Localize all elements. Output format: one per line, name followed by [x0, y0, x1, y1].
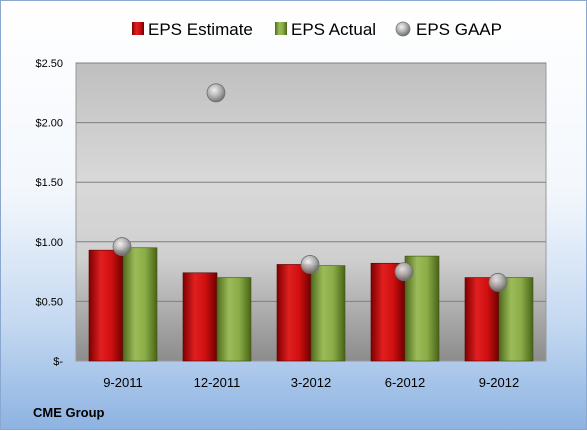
y-tick-label: $1.50: [35, 177, 63, 189]
marker-eps-gaap-6-2012: [394, 262, 414, 282]
x-tick-label: 6-2012: [385, 375, 425, 390]
bar-eps-estimate-9-2011: [88, 249, 124, 362]
y-axis: $- $0.50 $1.00 $1.50 $2.00 $2.50: [35, 58, 63, 368]
legend-swatch-eps-gaap: [395, 21, 411, 37]
x-tick-label: 9-2011: [103, 375, 143, 390]
bar-eps-actual-3-2012: [310, 265, 346, 362]
marker-eps-gaap-9-2012: [488, 272, 508, 292]
bar-eps-estimate-12-2011: [182, 272, 218, 362]
x-tick-label: 9-2012: [479, 375, 519, 390]
legend-swatch-eps-actual: [275, 22, 287, 35]
marker-eps-gaap-3-2012: [300, 255, 320, 274]
y-tick-label: $2.50: [35, 58, 63, 70]
y-tick-label: $0.50: [35, 296, 63, 308]
y-tick-label: $1.00: [35, 237, 63, 249]
legend-swatch-eps-estimate: [132, 22, 144, 35]
bar-eps-estimate-3-2012: [276, 264, 312, 362]
y-tick-label: $2.00: [35, 118, 63, 130]
footer-company-label: CME Group: [33, 405, 105, 420]
x-tick-label: 12-2011: [194, 375, 241, 390]
bar-eps-actual-9-2011: [122, 247, 158, 362]
y-tick-label: $-: [53, 356, 63, 368]
bar-eps-estimate-9-2012: [464, 277, 500, 362]
marker-eps-gaap-12-2011: [206, 83, 226, 103]
legend: EPS Estimate EPS Actual EPS GAAP: [132, 20, 502, 39]
legend-label-eps-actual: EPS Actual: [291, 20, 376, 39]
bar-eps-actual-9-2012: [498, 277, 534, 362]
bar-eps-actual-12-2011: [216, 277, 252, 362]
gaap-markers: [112, 83, 508, 292]
x-axis: 9-2011 12-2011 3-2012 6-2012 9-2012: [103, 375, 519, 390]
legend-label-eps-gaap: EPS GAAP: [416, 20, 502, 39]
marker-eps-gaap-9-2011: [112, 237, 132, 256]
bars: [88, 247, 534, 362]
x-tick-label: 3-2012: [291, 375, 331, 390]
legend-label-eps-estimate: EPS Estimate: [148, 20, 253, 39]
